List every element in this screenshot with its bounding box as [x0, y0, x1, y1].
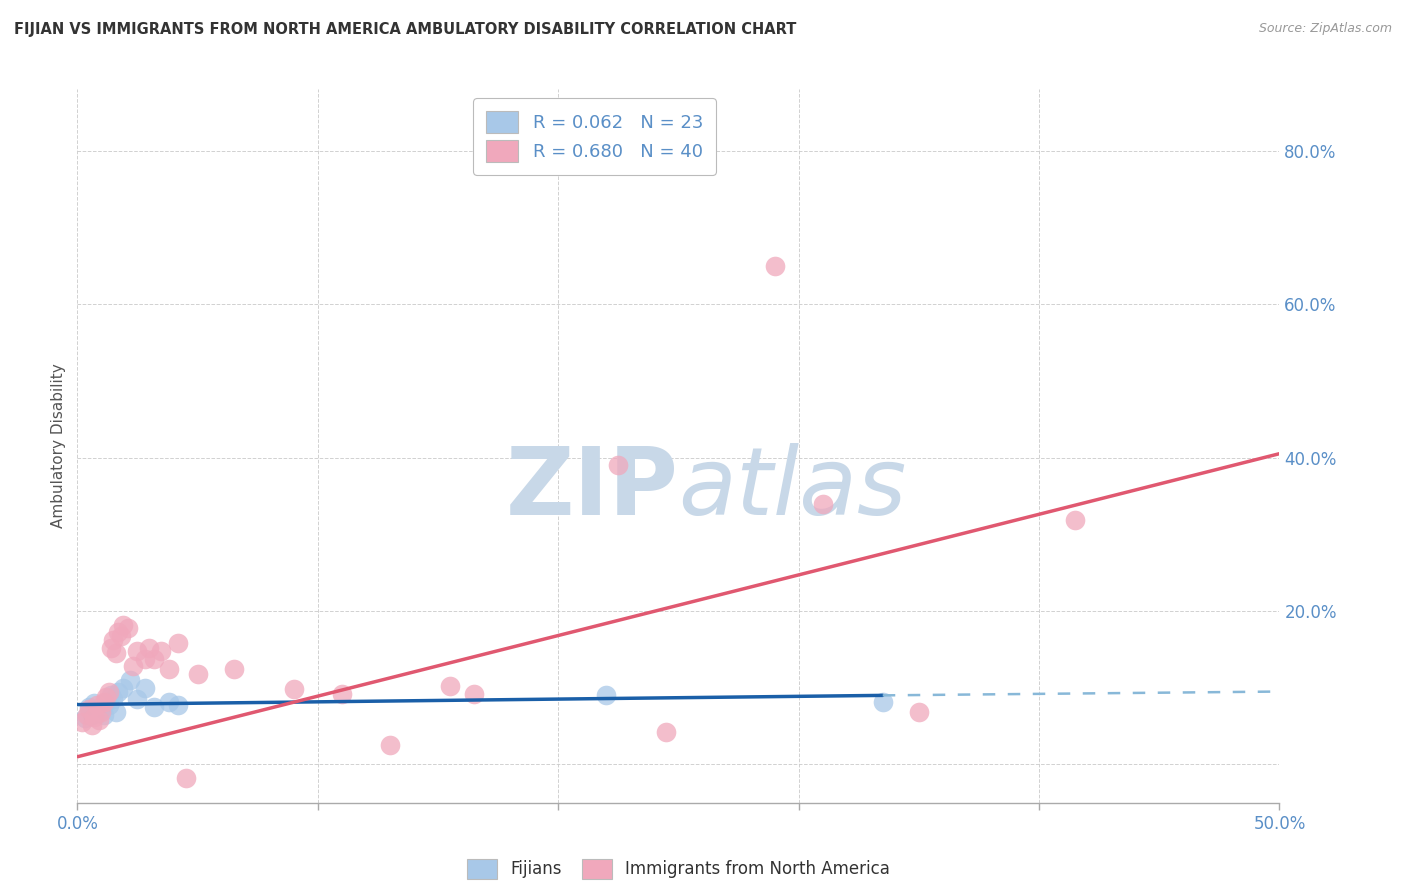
Point: [86, 704, 108, 718]
Point: [1064, 513, 1087, 527]
Point: [79, 699, 101, 714]
Point: [93, 707, 115, 722]
Point: [811, 497, 834, 511]
Point: [73, 711, 96, 725]
Point: [76, 707, 98, 722]
Point: [174, 771, 197, 785]
Point: [83, 696, 105, 710]
Point: [111, 681, 134, 695]
Point: [157, 694, 180, 708]
Point: [79, 702, 101, 716]
Point: [439, 679, 461, 693]
Text: Source: ZipAtlas.com: Source: ZipAtlas.com: [1258, 22, 1392, 36]
Point: [86, 698, 108, 712]
Point: [90, 702, 112, 716]
Point: [100, 689, 122, 703]
Point: [283, 682, 305, 697]
Point: [111, 617, 134, 632]
Point: [222, 661, 245, 675]
Point: [70, 715, 93, 730]
Point: [97, 684, 120, 698]
Text: atlas: atlas: [679, 443, 907, 534]
Point: [80, 717, 103, 731]
Point: [143, 699, 166, 714]
Point: [655, 725, 678, 739]
Point: [96, 690, 118, 704]
Point: [83, 710, 105, 724]
Text: FIJIAN VS IMMIGRANTS FROM NORTH AMERICA AMBULATORY DISABILITY CORRELATION CHART: FIJIAN VS IMMIGRANTS FROM NORTH AMERICA …: [14, 22, 796, 37]
Point: [103, 692, 125, 706]
Point: [90, 705, 112, 719]
Point: [104, 646, 127, 660]
Point: [167, 698, 190, 712]
Point: [127, 692, 149, 706]
Point: [872, 694, 894, 708]
Point: [607, 458, 630, 473]
Point: [157, 661, 180, 675]
Point: [110, 628, 132, 642]
Point: [117, 621, 139, 635]
Point: [186, 666, 209, 681]
Point: [93, 694, 115, 708]
Point: [134, 651, 156, 665]
Point: [908, 705, 931, 719]
Point: [121, 659, 143, 673]
Point: [134, 681, 156, 695]
Point: [143, 651, 166, 665]
Point: [120, 673, 142, 687]
Point: [107, 625, 129, 640]
Point: [96, 694, 118, 708]
Point: [463, 687, 485, 701]
Point: [100, 640, 122, 655]
Point: [138, 640, 160, 655]
Point: [167, 636, 190, 650]
Point: [595, 689, 617, 703]
Point: [127, 644, 149, 658]
Point: [104, 705, 127, 719]
Point: [330, 687, 353, 701]
Point: [150, 644, 173, 658]
Point: [378, 738, 401, 752]
Point: [103, 633, 125, 648]
Point: [763, 259, 786, 273]
Point: [87, 705, 110, 719]
Point: [97, 698, 120, 712]
Point: [87, 713, 110, 727]
Point: [107, 684, 129, 698]
Point: [80, 707, 103, 722]
Legend: Fijians, Immigrants from North America: Fijians, Immigrants from North America: [458, 850, 898, 888]
Text: ZIP: ZIP: [506, 442, 679, 535]
Y-axis label: Ambulatory Disability: Ambulatory Disability: [51, 364, 66, 528]
